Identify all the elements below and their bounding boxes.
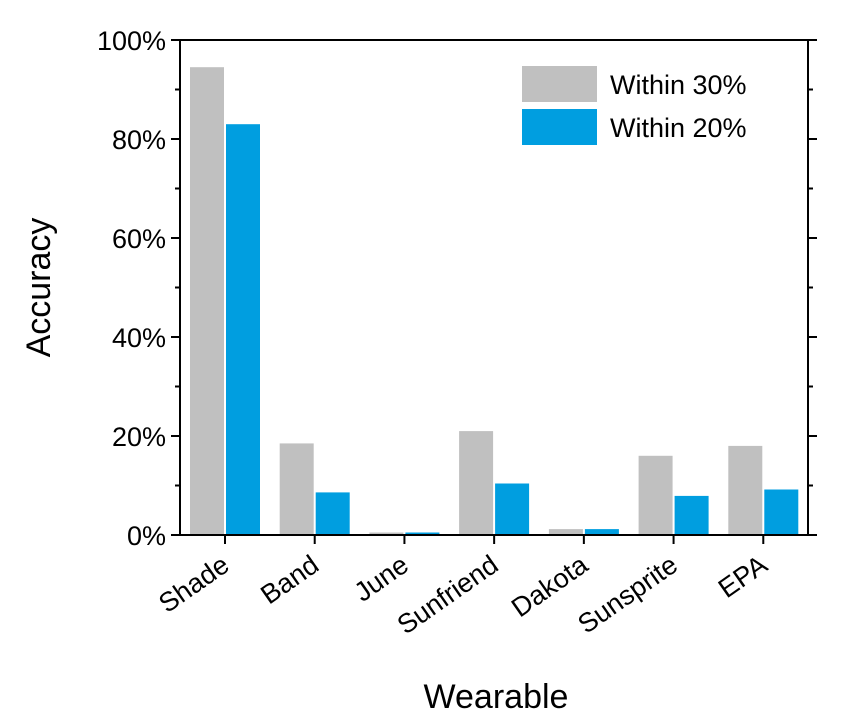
x-tick-label: Sunfriend (392, 549, 504, 640)
x-tick-label: EPA (713, 549, 773, 603)
bar-shade-within-20 (226, 124, 260, 535)
bar-june-within-20 (405, 532, 440, 535)
legend-swatch (522, 109, 597, 145)
legend-label: Within 20% (610, 113, 747, 143)
x-tick-label: Shade (153, 549, 234, 618)
bar-sunfriend-within-20 (495, 483, 530, 535)
y-tick-label: 60% (112, 224, 166, 254)
y-tick-label: 80% (112, 125, 166, 155)
bar-sunsprite-within-30 (638, 455, 673, 535)
bars-layer (190, 67, 799, 535)
bar-dakota-within-20 (584, 529, 619, 535)
x-tick-label: June (349, 549, 414, 607)
bar-dakota-within-30 (548, 529, 583, 535)
y-tick-label: 100% (97, 26, 166, 56)
bar-band-within-30 (279, 443, 314, 535)
x-tick-label: Band (255, 549, 324, 610)
x-tick-label: Sunsprite (572, 549, 683, 639)
x-axis-title: Wearable (424, 678, 569, 716)
legend-swatch (522, 66, 597, 102)
y-tick-label: 0% (127, 521, 166, 551)
legend-label: Within 30% (610, 70, 747, 100)
bar-epa-within-30 (728, 445, 763, 535)
legend: Within 30% Within 20% (522, 66, 747, 145)
bar-shade-within-30 (190, 67, 224, 535)
bar-sunsprite-within-20 (674, 495, 709, 535)
bar-band-within-20 (315, 492, 350, 535)
y-tick-label: 20% (112, 422, 166, 452)
y-tick-label: 40% (112, 323, 166, 353)
y-axis-title: Accuracy (20, 218, 58, 358)
bar-sunfriend-within-30 (459, 431, 494, 535)
bar-epa-within-20 (764, 489, 799, 535)
bar-june-within-30 (369, 532, 404, 535)
